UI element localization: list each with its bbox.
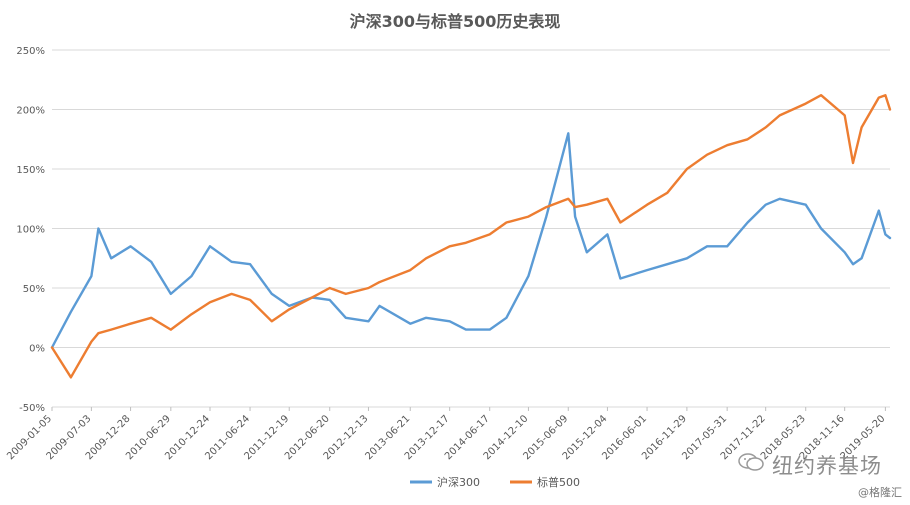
y-tick-label: 250%: [16, 46, 45, 57]
chart-title: 沪深300与标普500历史表现: [350, 12, 561, 31]
y-tick-label: 50%: [23, 284, 45, 295]
wechat-icon: [738, 453, 764, 471]
y-tick-label: 0%: [29, 344, 45, 355]
legend[interactable]: 沪深300 标普500: [410, 475, 580, 489]
gridlines: [52, 49, 890, 408]
legend-label-csi300: 沪深300: [437, 475, 480, 489]
series-line-sp500: [50, 93, 892, 379]
y-axis-ticks: -50% 0% 50% 100% 150% 200% 250%: [16, 46, 45, 414]
series-lines: [50, 93, 892, 379]
y-tick-label: -50%: [19, 403, 45, 414]
y-tick-label: 100%: [16, 225, 45, 236]
series-line-csi300: [50, 132, 892, 349]
watermark-handle: @格隆汇: [858, 486, 902, 499]
y-tick-label: 200%: [16, 106, 45, 117]
legend-label-sp500: 标普500: [537, 475, 580, 489]
y-tick-label: 150%: [16, 165, 45, 176]
watermark-brand: 纽约养基场: [772, 454, 882, 478]
